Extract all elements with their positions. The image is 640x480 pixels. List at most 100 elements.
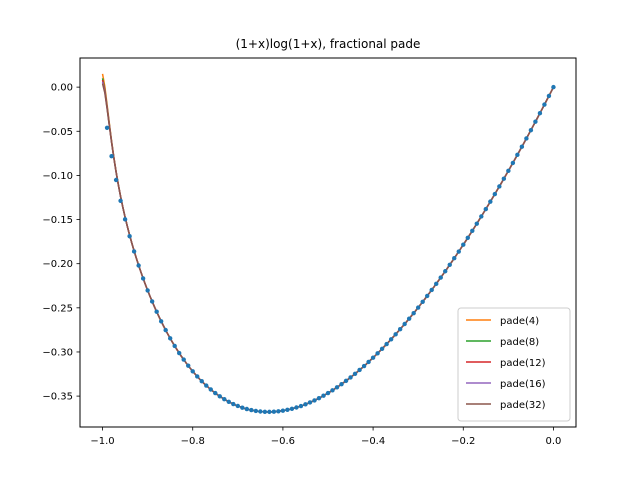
sample-point bbox=[136, 263, 141, 268]
sample-point bbox=[515, 152, 520, 158]
sample-point bbox=[375, 351, 380, 356]
sample-point bbox=[240, 405, 245, 410]
sample-point bbox=[497, 184, 502, 189]
sample-point bbox=[456, 249, 461, 254]
sample-point bbox=[470, 228, 475, 233]
sample-point bbox=[384, 341, 389, 347]
y-tick-label: −0.25 bbox=[42, 303, 73, 314]
legend-label: pade(32) bbox=[500, 400, 546, 411]
sample-point bbox=[379, 346, 385, 351]
y-tick-label: 0.00 bbox=[51, 83, 73, 94]
sample-point bbox=[217, 394, 222, 399]
sample-point bbox=[177, 350, 182, 356]
sample-point bbox=[244, 406, 250, 412]
sample-point bbox=[492, 191, 498, 197]
sample-point bbox=[253, 408, 259, 414]
sample-point bbox=[235, 403, 241, 409]
sample-point bbox=[316, 395, 322, 401]
sample-point bbox=[528, 127, 534, 133]
sample-point bbox=[149, 299, 155, 304]
sample-point bbox=[352, 371, 358, 376]
sample-point bbox=[262, 409, 268, 415]
sample-point bbox=[109, 154, 114, 159]
sample-point bbox=[402, 321, 407, 327]
legend-label: pade(16) bbox=[500, 379, 546, 390]
sample-point bbox=[280, 408, 286, 413]
sample-point bbox=[186, 363, 191, 368]
sample-point bbox=[370, 355, 376, 360]
sample-point bbox=[434, 281, 439, 287]
sample-point bbox=[312, 398, 317, 403]
sample-point bbox=[276, 409, 281, 414]
sample-point bbox=[343, 378, 349, 384]
sample-point bbox=[249, 407, 254, 413]
x-tick-label: −0.6 bbox=[271, 436, 295, 447]
sample-point bbox=[163, 327, 168, 333]
sample-point bbox=[415, 305, 421, 310]
sample-point bbox=[267, 409, 272, 415]
sample-point bbox=[474, 221, 479, 226]
sample-point bbox=[154, 309, 159, 314]
sample-point bbox=[213, 390, 218, 396]
sample-point bbox=[127, 233, 132, 239]
sample-point bbox=[447, 262, 452, 267]
plot-area bbox=[101, 73, 556, 415]
legend-label: pade(4) bbox=[500, 316, 539, 327]
sample-point bbox=[483, 206, 489, 212]
sample-point bbox=[204, 383, 209, 388]
sample-point bbox=[366, 359, 371, 365]
sample-point bbox=[181, 357, 186, 362]
sample-point bbox=[167, 336, 173, 341]
sample-point bbox=[425, 293, 430, 299]
sample-point bbox=[195, 374, 200, 379]
sample-point bbox=[285, 407, 290, 413]
sample-point bbox=[321, 393, 326, 398]
legend-box bbox=[457, 307, 571, 422]
sample-point bbox=[334, 385, 340, 390]
y-tick-label: −0.10 bbox=[42, 171, 73, 182]
sample-point bbox=[501, 176, 507, 181]
y-tick-label: −0.05 bbox=[42, 127, 73, 138]
sample-point bbox=[537, 111, 543, 116]
y-tick-label: −0.35 bbox=[42, 392, 73, 403]
sample-point bbox=[524, 136, 529, 141]
sample-point bbox=[406, 316, 412, 321]
sample-point bbox=[294, 405, 299, 410]
sample-point bbox=[388, 337, 394, 342]
legend: pade(4) pade(8) pade(12) pade(16) pade(32) bbox=[457, 307, 571, 422]
sample-point bbox=[226, 399, 231, 404]
sample-point bbox=[438, 275, 443, 280]
y-tick-label: −0.20 bbox=[42, 259, 73, 270]
sample-point bbox=[546, 93, 552, 99]
sample-point bbox=[339, 381, 344, 387]
x-tick-label: 0.0 bbox=[546, 436, 562, 447]
sample-point bbox=[542, 102, 547, 107]
sample-point bbox=[258, 409, 263, 414]
sample-point bbox=[519, 144, 525, 149]
sample-point bbox=[361, 363, 367, 369]
sample-point bbox=[330, 388, 335, 393]
chart-title: (1+x)log(1+x), fractional pade bbox=[236, 37, 421, 51]
sample-point bbox=[122, 217, 128, 222]
sample-point bbox=[131, 249, 137, 254]
sample-point bbox=[190, 369, 195, 374]
sample-point bbox=[104, 125, 110, 130]
sample-point bbox=[231, 401, 236, 407]
sample-point bbox=[533, 119, 538, 124]
sample-point bbox=[298, 403, 304, 409]
sample-point bbox=[208, 387, 213, 392]
x-tick-label: −1.0 bbox=[90, 436, 114, 447]
sample-point bbox=[145, 288, 150, 293]
sample-point bbox=[357, 367, 362, 373]
sample-point bbox=[506, 168, 511, 174]
sample-point bbox=[411, 310, 416, 316]
y-tick-label: −0.15 bbox=[42, 215, 73, 226]
sample-point bbox=[488, 199, 493, 204]
sample-point bbox=[452, 256, 457, 261]
legend-label: pade(8) bbox=[500, 337, 539, 348]
sample-point bbox=[397, 327, 403, 332]
axis-ticks: −1.0 −0.8 −0.6 −0.4 −0.2 0.0 0.00 −0.05 −0.10 −0.… bbox=[42, 83, 561, 447]
sample-point bbox=[222, 397, 227, 402]
x-tick-label: −0.2 bbox=[451, 436, 475, 447]
